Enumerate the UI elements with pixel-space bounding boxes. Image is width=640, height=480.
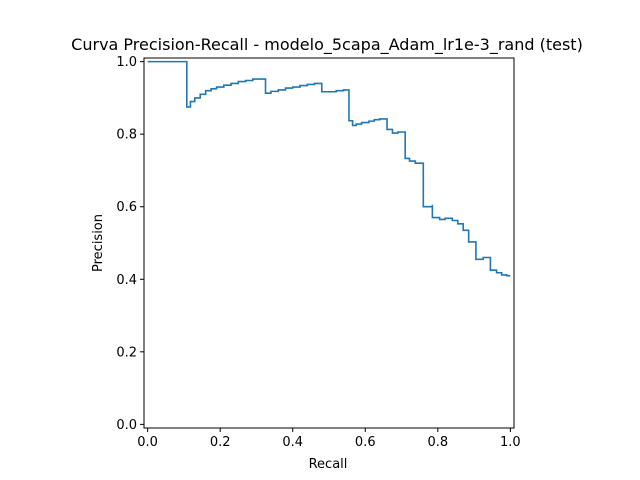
x-axis-label: Recall (309, 457, 348, 472)
y-tick-label: 0.8 (116, 128, 137, 143)
plot-frame (143, 57, 515, 429)
y-tick-label: 0.0 (116, 418, 137, 433)
x-tick-label: 1.0 (500, 435, 521, 450)
y-tick-label: 0.6 (116, 200, 137, 215)
y-tick-label: 0.2 (116, 345, 137, 360)
x-tick-label: 0.4 (282, 435, 303, 450)
x-tick-label: 0.2 (210, 435, 231, 450)
x-tick-label: 0.0 (137, 435, 158, 450)
y-tick-label: 0.4 (116, 273, 137, 288)
y-axis-label: Precision (91, 214, 106, 272)
axis-ticks: 0.0 0.2 0.4 0.6 0.8 1.0 0.0 0.2 0.4 0.6 0.8 1.0 (116, 55, 520, 450)
y-tick-label: 1.0 (116, 55, 137, 70)
x-tick-label: 0.8 (427, 435, 448, 450)
x-tick-label: 0.6 (355, 435, 376, 450)
pr-curve-line (147, 60, 511, 277)
chart-title: Curva Precision-Recall - modelo_5capa_Ad… (71, 35, 583, 55)
